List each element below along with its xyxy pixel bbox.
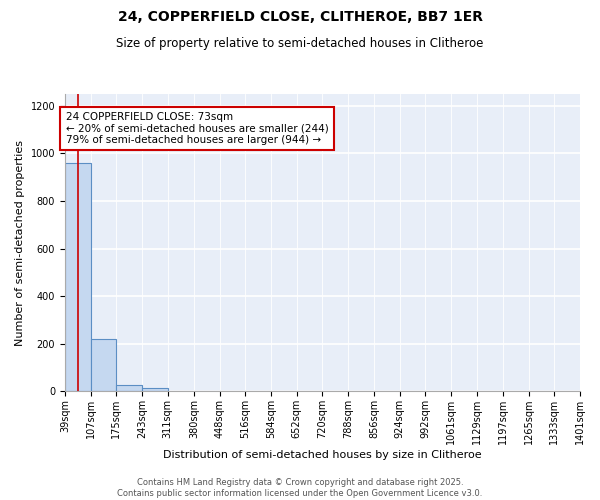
Bar: [116, 386, 142, 392]
Y-axis label: Number of semi-detached properties: Number of semi-detached properties: [15, 140, 25, 346]
Text: Contains HM Land Registry data © Crown copyright and database right 2025.
Contai: Contains HM Land Registry data © Crown c…: [118, 478, 482, 498]
Text: Size of property relative to semi-detached houses in Clitheroe: Size of property relative to semi-detach…: [116, 38, 484, 51]
X-axis label: Distribution of semi-detached houses by size in Clitheroe: Distribution of semi-detached houses by …: [163, 450, 482, 460]
Text: 24, COPPERFIELD CLOSE, CLITHEROE, BB7 1ER: 24, COPPERFIELD CLOSE, CLITHEROE, BB7 1E…: [118, 10, 482, 24]
Bar: [65, 163, 91, 392]
Bar: [142, 388, 168, 392]
Bar: [91, 339, 116, 392]
Text: 24 COPPERFIELD CLOSE: 73sqm
← 20% of semi-detached houses are smaller (244)
79% : 24 COPPERFIELD CLOSE: 73sqm ← 20% of sem…: [65, 112, 328, 145]
